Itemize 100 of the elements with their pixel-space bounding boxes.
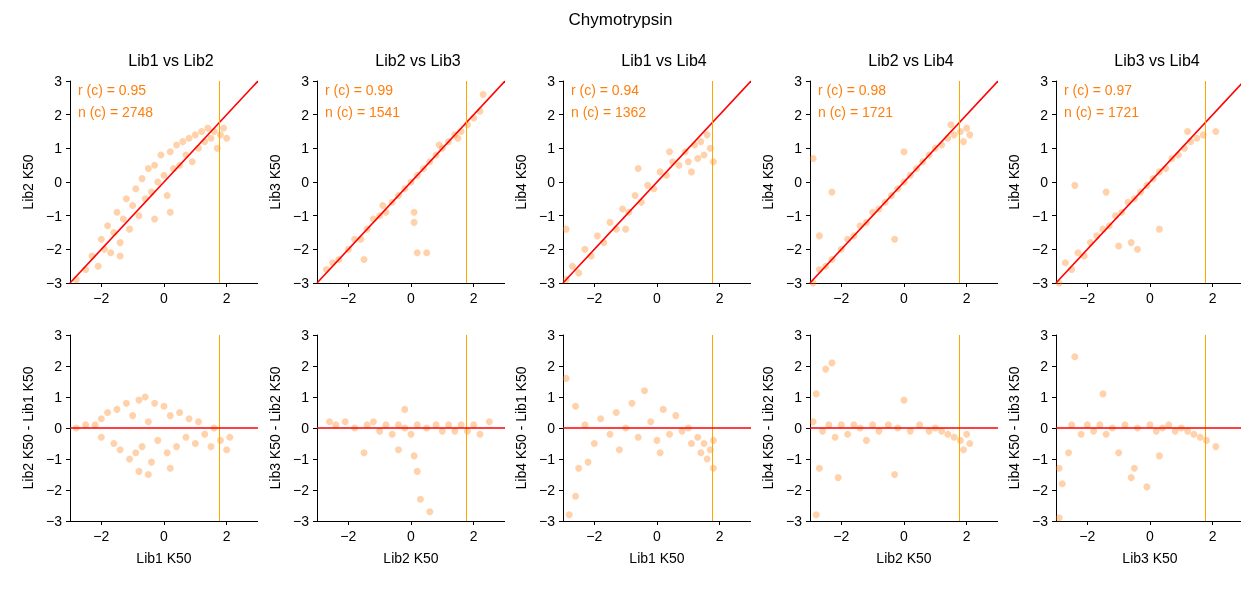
point xyxy=(425,508,433,516)
point xyxy=(653,436,661,444)
point xyxy=(151,399,159,407)
point xyxy=(188,158,196,166)
y-tick-label: 3 xyxy=(547,73,556,89)
point xyxy=(606,218,614,226)
point xyxy=(394,446,402,454)
point xyxy=(194,418,202,426)
point xyxy=(113,405,121,413)
y-tick-label: 0 xyxy=(547,174,556,190)
point xyxy=(672,412,680,420)
x-tick-label: 2 xyxy=(222,528,231,544)
point xyxy=(400,405,408,413)
point xyxy=(410,452,418,460)
point xyxy=(191,131,199,139)
point xyxy=(656,449,664,457)
y-axis-title: Lib4 K50 - Lib2 K50 xyxy=(759,366,776,490)
point xyxy=(631,191,639,199)
point xyxy=(413,467,421,475)
point xyxy=(166,412,174,420)
point xyxy=(141,393,149,401)
y-tick-label: 0 xyxy=(54,420,63,436)
y-tick-label: 2 xyxy=(300,106,309,123)
point xyxy=(900,148,907,156)
point xyxy=(116,446,124,454)
x-tick-label: 2 xyxy=(469,528,478,544)
point xyxy=(809,418,817,426)
point xyxy=(454,134,461,142)
point xyxy=(1061,259,1069,267)
point xyxy=(959,138,967,146)
point xyxy=(687,440,695,447)
point xyxy=(590,440,598,447)
x-axis-title: Lib2 K50 xyxy=(382,550,439,566)
point xyxy=(1133,245,1141,253)
point xyxy=(697,138,705,146)
x-tick-label: −2 xyxy=(339,290,357,306)
point xyxy=(204,124,212,132)
y-tick-label: 0 xyxy=(793,174,802,190)
point xyxy=(1074,249,1082,257)
y-tick-label: 1 xyxy=(793,389,802,405)
y-tick-label: −1 xyxy=(785,451,802,467)
y-tick-label: −3 xyxy=(785,275,802,291)
point xyxy=(107,249,115,257)
point xyxy=(223,134,231,142)
point xyxy=(1212,443,1220,451)
point xyxy=(812,511,820,519)
x-axis-title: Lib3 K50 xyxy=(1122,550,1178,566)
point xyxy=(628,399,636,407)
y-tick-label: −3 xyxy=(46,275,63,291)
point xyxy=(666,148,674,156)
y-tick-label: 3 xyxy=(300,327,309,343)
point xyxy=(959,446,967,454)
y-tick-label: 1 xyxy=(1040,140,1049,157)
point xyxy=(562,374,570,382)
y-tick-label: −2 xyxy=(539,241,556,258)
text: Chymotrypsin xyxy=(567,10,674,30)
y-tick-label: 2 xyxy=(1040,106,1049,123)
point xyxy=(1212,128,1220,135)
y-tick-label: 0 xyxy=(300,420,309,436)
point xyxy=(144,418,152,426)
point xyxy=(1102,188,1110,196)
point xyxy=(126,455,134,463)
point xyxy=(135,212,143,220)
point xyxy=(1184,128,1192,135)
point xyxy=(179,138,187,146)
point xyxy=(154,178,162,186)
point xyxy=(947,121,954,129)
point xyxy=(965,440,973,447)
y-tick-label: −2 xyxy=(539,482,556,498)
point xyxy=(160,171,168,179)
point xyxy=(116,239,124,247)
point xyxy=(694,154,702,162)
point xyxy=(656,168,664,176)
point xyxy=(378,202,386,210)
point xyxy=(97,235,105,243)
x-axis-title: Lib1 K50 xyxy=(136,550,192,566)
point xyxy=(634,165,642,173)
point xyxy=(126,225,134,233)
point xyxy=(369,418,377,426)
point xyxy=(166,148,174,156)
point xyxy=(407,430,414,438)
point xyxy=(1196,433,1204,441)
y-tick-label: −2 xyxy=(46,241,63,258)
point xyxy=(1190,430,1198,438)
point xyxy=(809,154,817,162)
point xyxy=(640,387,648,395)
point xyxy=(185,415,193,423)
point xyxy=(606,430,614,438)
y-tick-label: −2 xyxy=(785,482,802,498)
point xyxy=(862,436,870,444)
x-tick-label: 2 xyxy=(469,290,478,306)
point xyxy=(890,235,898,243)
point xyxy=(1102,430,1110,438)
point xyxy=(1065,449,1073,457)
point xyxy=(444,421,452,429)
x-tick-label: 2 xyxy=(962,528,971,544)
x-tick-label: −2 xyxy=(832,528,850,544)
y-tick-label: −3 xyxy=(539,275,556,291)
y-tick-label: −2 xyxy=(785,241,802,258)
point xyxy=(166,208,174,216)
